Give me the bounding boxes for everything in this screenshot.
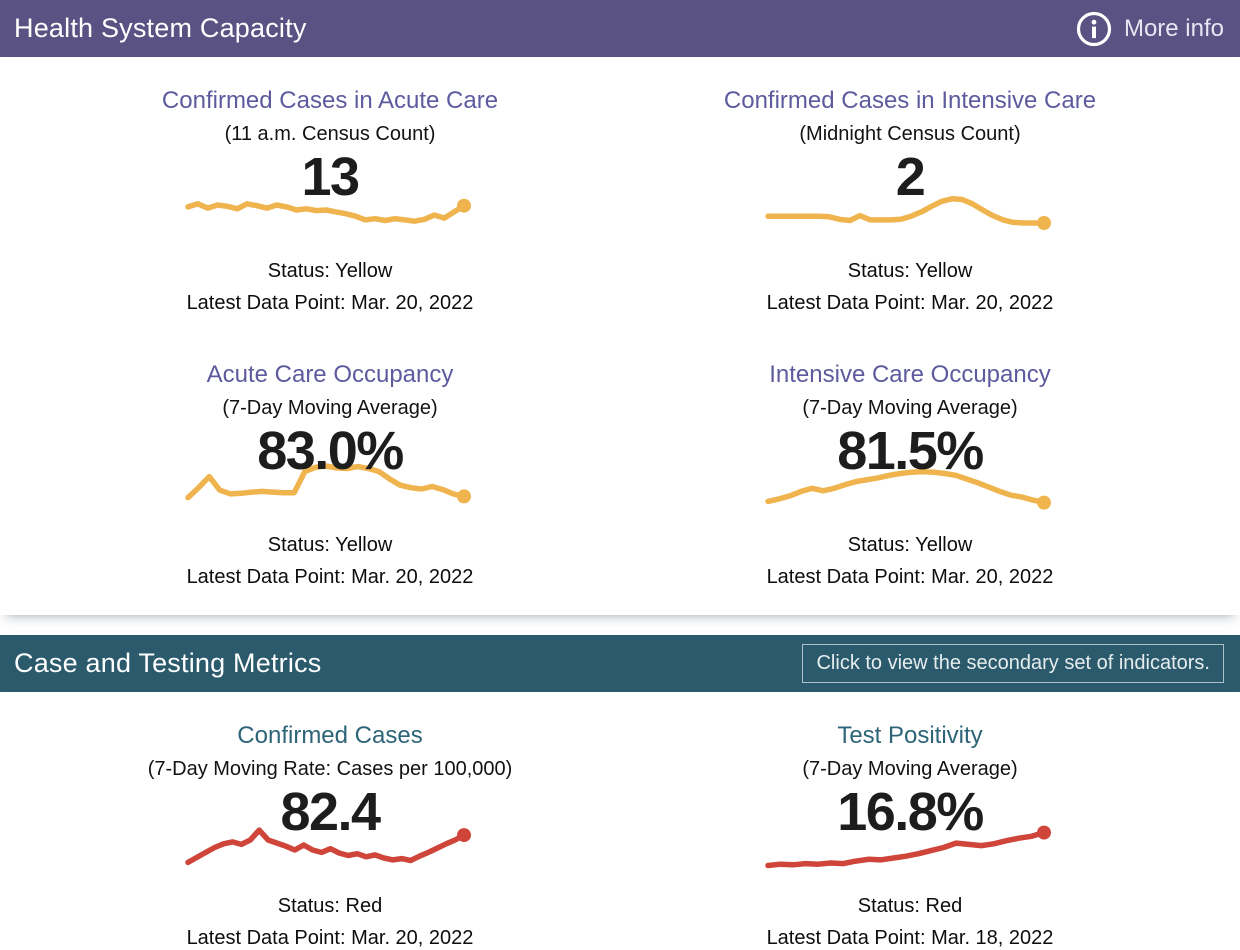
kpi-latest-data-point: Latest Data Point: Mar. 20, 2022 (186, 927, 474, 949)
kpi-status: Status: Yellow (267, 534, 393, 556)
kpi-latest-data-point: Latest Data Point: Mar. 18, 2022 (766, 927, 1054, 949)
kpi-value: 13 (301, 147, 360, 207)
more-info-button[interactable]: More info (1076, 11, 1224, 47)
health-system-capacity-card: Confirmed Cases in Acute Care (11 a.m. C… (0, 57, 1240, 615)
kpi-subtitle: (Midnight Census Count) (799, 123, 1021, 145)
health-system-capacity-header: Health System Capacity More info (0, 0, 1240, 57)
kpi-sparkline-chart: 2 (750, 150, 1070, 252)
kpi-subtitle: (7-Day Moving Rate: Cases per 100,000) (147, 758, 513, 780)
view-secondary-indicators-button[interactable]: Click to view the secondary set of indic… (802, 644, 1224, 683)
kpi-subtitle: (7-Day Moving Average) (802, 758, 1018, 780)
kpi-card-test-positivity: Test Positivity (7-Day Moving Average) 1… (620, 722, 1200, 950)
case-and-testing-metrics-card: Confirmed Cases (7-Day Moving Rate: Case… (0, 692, 1240, 950)
kpi-card-acute-care-cases: Confirmed Cases in Acute Care (11 a.m. C… (40, 87, 620, 315)
kpi-value: 81.5% (837, 421, 984, 481)
kpi-card-intensive-care-cases: Confirmed Cases in Intensive Care (Midni… (620, 87, 1200, 315)
kpi-sparkline-chart: 13 (170, 150, 490, 252)
kpi-value: 83.0% (257, 421, 404, 481)
kpi-status: Status: Yellow (847, 534, 973, 556)
kpi-value: 16.8% (837, 782, 984, 842)
kpi-status: Status: Yellow (267, 260, 393, 282)
kpi-card-intensive-care-occupancy: Intensive Care Occupancy (7-Day Moving A… (620, 361, 1200, 589)
kpi-title: Intensive Care Occupancy (769, 361, 1051, 388)
section-title: Health System Capacity (14, 13, 307, 43)
kpi-status: Status: Yellow (847, 260, 973, 282)
kpi-latest-data-point: Latest Data Point: Mar. 20, 2022 (186, 292, 474, 314)
kpi-title: Confirmed Cases in Acute Care (161, 87, 499, 114)
sparkline (760, 804, 1060, 887)
kpi-subtitle: (7-Day Moving Average) (802, 397, 1018, 419)
kpi-sparkline-chart: 83.0% (170, 424, 490, 526)
kpi-card-acute-care-occupancy: Acute Care Occupancy (7-Day Moving Avera… (40, 361, 620, 589)
kpi-title: Acute Care Occupancy (206, 361, 454, 388)
kpi-value: 2 (895, 147, 926, 207)
kpi-card-confirmed-cases: Confirmed Cases (7-Day Moving Rate: Case… (40, 722, 620, 950)
kpi-latest-data-point: Latest Data Point: Mar. 20, 2022 (766, 292, 1054, 314)
kpi-subtitle: (7-Day Moving Average) (222, 397, 438, 419)
kpi-latest-data-point: Latest Data Point: Mar. 20, 2022 (766, 566, 1054, 588)
sparkline (760, 443, 1060, 526)
kpi-sparkline-chart: 16.8% (750, 785, 1070, 887)
info-circle-icon (1076, 11, 1112, 46)
section-title: Case and Testing Metrics (14, 648, 322, 678)
more-info-label: More info (1123, 14, 1224, 42)
kpi-sparkline-chart: 81.5% (750, 424, 1070, 526)
kpi-value: 82.4 (280, 782, 381, 842)
kpi-sparkline-chart: 82.4 (170, 785, 490, 887)
sparkline (180, 169, 480, 252)
kpi-latest-data-point: Latest Data Point: Mar. 20, 2022 (186, 566, 474, 588)
sparkline (760, 169, 1060, 252)
kpi-status: Status: Red (857, 895, 963, 917)
kpi-subtitle: (11 a.m. Census Count) (224, 123, 436, 145)
kpi-title: Confirmed Cases (237, 722, 423, 749)
case-and-testing-metrics-header: Case and Testing Metrics Click to view t… (0, 635, 1240, 692)
kpi-title: Test Positivity (837, 722, 983, 749)
sparkline (180, 804, 480, 887)
kpi-status: Status: Red (277, 895, 383, 917)
sparkline (180, 443, 480, 526)
kpi-title: Confirmed Cases in Intensive Care (723, 87, 1097, 114)
